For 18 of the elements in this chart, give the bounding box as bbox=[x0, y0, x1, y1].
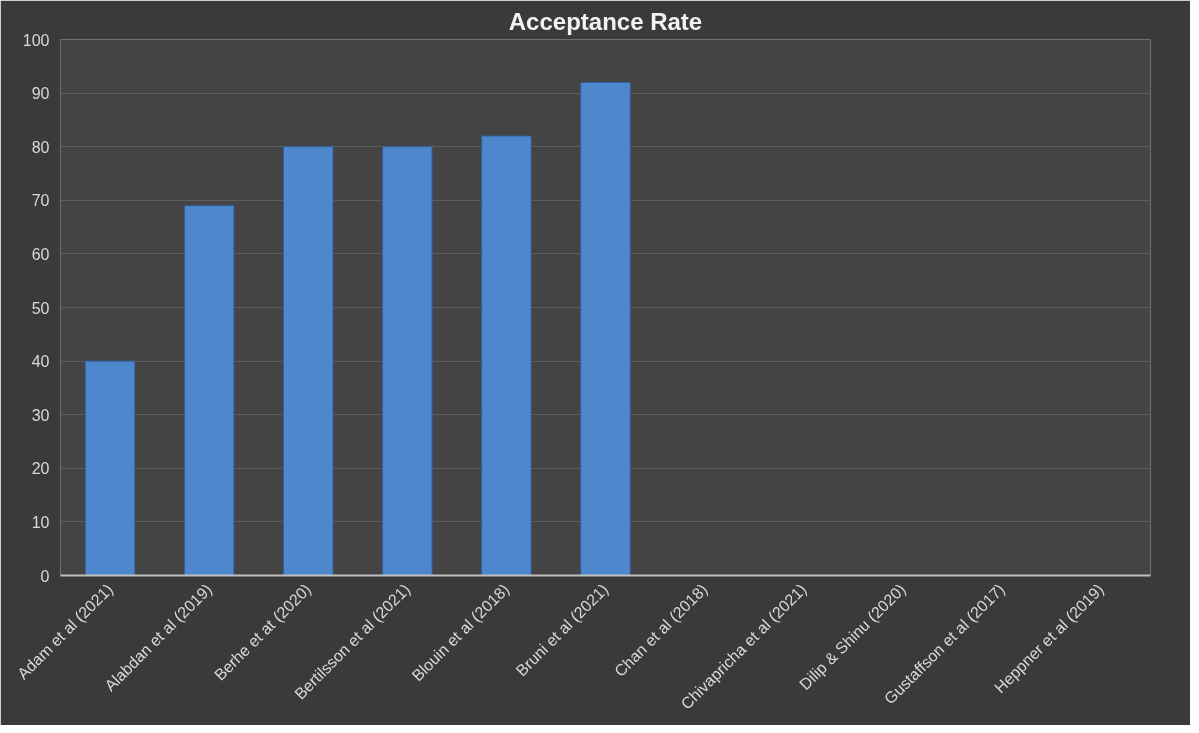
y-tick-label: 20 bbox=[31, 460, 50, 478]
y-tick-label: 70 bbox=[31, 192, 50, 210]
bar bbox=[382, 146, 433, 576]
bar bbox=[481, 135, 532, 576]
bar bbox=[580, 81, 631, 576]
bar bbox=[282, 146, 334, 576]
bar bbox=[84, 360, 136, 576]
y-tick-label: 80 bbox=[31, 138, 50, 156]
bar bbox=[183, 205, 235, 576]
y-tick-label: 90 bbox=[31, 85, 50, 103]
y-tick-label: 60 bbox=[31, 245, 50, 263]
y-tick-label: 30 bbox=[31, 406, 50, 424]
y-tick-label: 10 bbox=[31, 513, 50, 531]
chart-title: Acceptance Rate bbox=[508, 7, 703, 35]
y-tick-label: 0 bbox=[40, 567, 50, 585]
y-tick-label: 40 bbox=[31, 353, 50, 371]
y-tick-label: 50 bbox=[31, 299, 50, 317]
y-tick-label: 100 bbox=[22, 31, 50, 49]
